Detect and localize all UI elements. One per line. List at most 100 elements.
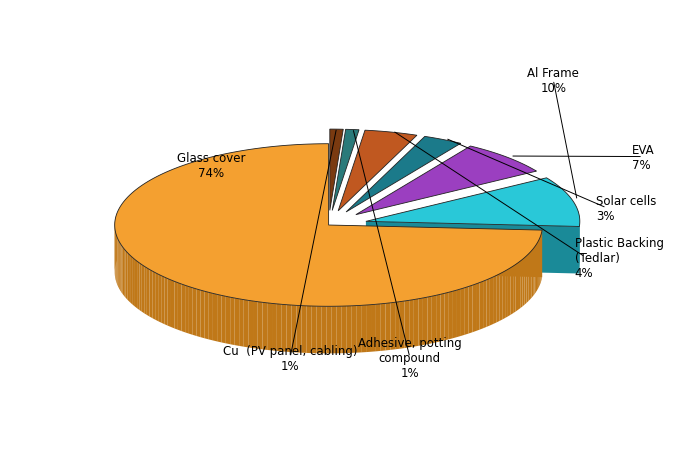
Polygon shape: [483, 280, 486, 329]
Polygon shape: [503, 272, 505, 320]
Polygon shape: [520, 260, 522, 308]
Polygon shape: [366, 222, 580, 274]
Text: Adhesive, potting
compound
1%: Adhesive, potting compound 1%: [358, 336, 462, 379]
Polygon shape: [496, 274, 499, 323]
Polygon shape: [539, 238, 540, 287]
Polygon shape: [204, 292, 209, 340]
Text: Al Frame
10%: Al Frame 10%: [527, 66, 579, 94]
Polygon shape: [528, 253, 530, 302]
Polygon shape: [131, 257, 133, 305]
Polygon shape: [331, 307, 336, 354]
Polygon shape: [405, 301, 409, 348]
Polygon shape: [432, 295, 436, 344]
Polygon shape: [510, 267, 513, 315]
Polygon shape: [312, 306, 316, 354]
Polygon shape: [144, 267, 147, 315]
Polygon shape: [316, 307, 321, 354]
Polygon shape: [532, 249, 533, 298]
Polygon shape: [508, 268, 510, 317]
Polygon shape: [419, 298, 423, 346]
Polygon shape: [356, 147, 536, 215]
Polygon shape: [226, 297, 230, 345]
Polygon shape: [332, 130, 359, 211]
Polygon shape: [522, 258, 524, 307]
Polygon shape: [342, 306, 346, 354]
Polygon shape: [221, 296, 226, 344]
Polygon shape: [267, 303, 272, 351]
Polygon shape: [150, 270, 153, 318]
Polygon shape: [186, 285, 189, 334]
Polygon shape: [535, 245, 536, 295]
Polygon shape: [248, 301, 253, 348]
Polygon shape: [410, 300, 414, 348]
Polygon shape: [121, 246, 122, 295]
Polygon shape: [122, 248, 124, 296]
Polygon shape: [189, 287, 192, 335]
Polygon shape: [336, 307, 342, 354]
Polygon shape: [538, 240, 539, 289]
Polygon shape: [366, 305, 371, 352]
Polygon shape: [376, 304, 381, 352]
Polygon shape: [361, 305, 366, 353]
Polygon shape: [371, 304, 376, 352]
Polygon shape: [330, 130, 343, 211]
Polygon shape: [465, 287, 468, 335]
Polygon shape: [120, 244, 121, 293]
Polygon shape: [518, 262, 520, 310]
Polygon shape: [171, 281, 174, 329]
Polygon shape: [272, 304, 277, 351]
Polygon shape: [164, 277, 167, 326]
Polygon shape: [133, 258, 135, 307]
Polygon shape: [234, 299, 239, 346]
Polygon shape: [436, 295, 440, 343]
Polygon shape: [129, 255, 131, 304]
Polygon shape: [513, 265, 516, 313]
Polygon shape: [213, 294, 217, 342]
Polygon shape: [137, 262, 139, 310]
Polygon shape: [124, 249, 126, 298]
Polygon shape: [414, 299, 419, 347]
Polygon shape: [217, 295, 221, 343]
Polygon shape: [486, 279, 490, 327]
Polygon shape: [516, 263, 518, 312]
Polygon shape: [457, 289, 461, 337]
Polygon shape: [386, 303, 391, 350]
Polygon shape: [351, 306, 356, 353]
Polygon shape: [440, 294, 444, 341]
Polygon shape: [193, 288, 197, 336]
Polygon shape: [328, 226, 542, 277]
Polygon shape: [395, 302, 400, 350]
Polygon shape: [296, 306, 302, 353]
Polygon shape: [174, 282, 178, 330]
Polygon shape: [230, 298, 235, 345]
Polygon shape: [142, 265, 144, 313]
Polygon shape: [178, 283, 181, 331]
Polygon shape: [126, 251, 127, 300]
Polygon shape: [537, 242, 538, 290]
Polygon shape: [473, 284, 476, 332]
Polygon shape: [307, 306, 312, 353]
Polygon shape: [526, 254, 528, 303]
Polygon shape: [493, 276, 496, 324]
Polygon shape: [449, 291, 453, 340]
Polygon shape: [277, 304, 281, 352]
Polygon shape: [461, 288, 465, 336]
Polygon shape: [139, 263, 142, 312]
Polygon shape: [167, 279, 171, 327]
Polygon shape: [181, 285, 186, 333]
Polygon shape: [158, 275, 161, 323]
Polygon shape: [356, 306, 361, 353]
Polygon shape: [400, 301, 405, 349]
Polygon shape: [201, 290, 204, 339]
Polygon shape: [476, 283, 480, 331]
Polygon shape: [423, 298, 428, 345]
Polygon shape: [118, 240, 119, 289]
Polygon shape: [239, 299, 244, 347]
Polygon shape: [321, 307, 326, 354]
Polygon shape: [286, 305, 291, 352]
Text: EVA
7%: EVA 7%: [632, 143, 655, 171]
Polygon shape: [119, 242, 120, 291]
Polygon shape: [262, 303, 267, 350]
Polygon shape: [209, 293, 213, 341]
Polygon shape: [428, 297, 432, 345]
